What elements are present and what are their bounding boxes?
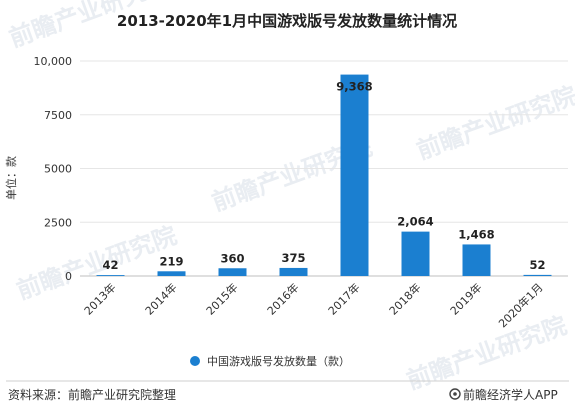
bar [340,74,369,276]
data-label: 375 [281,251,305,265]
x-tick-label: 2017年 [325,280,362,317]
watermark-group: 前瞻产业研究院 前瞻产业研究院 前瞻产业研究院 前瞻产业研究院 前瞻产业研究院 [5,0,575,395]
bars [96,74,552,276]
data-label: 2,064 [397,215,433,229]
bar [279,267,308,276]
y-tick-label: 5000 [44,163,72,176]
bar [401,231,430,276]
bar [523,274,552,276]
y-tick-label: 0 [65,270,72,283]
bar [96,275,125,276]
data-label: 1,468 [458,227,494,241]
data-label: 52 [529,258,545,272]
bar [157,271,186,276]
x-axis-ticks: 2013年 2014年 2015年 2016年 2017年 2018年 2019年 2020年… [81,280,545,330]
x-tick-label: 2019年 [447,280,484,317]
x-tick-label: 2016年 [264,280,301,317]
brand: 前瞻经济学人APP [449,387,558,402]
data-label: 9,368 [336,80,372,94]
x-tick-label: 2015年 [203,280,240,317]
watermark: 前瞻产业研究院 [403,311,570,395]
legend: 中国游戏版号发放数量（款） [190,354,350,368]
chart-title: 2013-2020年1月中国游戏版号发放数量统计情况 [117,12,457,30]
y-tick-label: 2500 [44,216,72,229]
legend-swatch [190,356,200,366]
watermark: 前瞻产业研究院 [413,81,575,165]
y-axis-ticks: 0 2500 5000 7500 10,000 [34,55,73,283]
x-tick-label: 2013年 [81,280,118,317]
y-axis-label: 单位：款 [4,156,18,200]
x-tick-label: 2018年 [386,280,423,317]
data-label: 360 [220,251,244,265]
bar [462,244,491,276]
bar [218,268,247,276]
legend-label: 中国游戏版号发放数量（款） [207,354,350,368]
y-tick-label: 7500 [44,109,72,122]
y-tick-label: 10,000 [34,55,73,68]
grid-lines [80,60,568,223]
brand-name: 前瞻经济学人APP [463,387,558,402]
source-note: 资料来源：前瞻产业研究院整理 [8,387,176,402]
value-labels: 42 219 360 375 9,368 2,064 1,468 52 [102,80,545,273]
brand-logo-icon [449,388,461,400]
x-tick-label: 2014年 [142,280,179,317]
data-label: 219 [159,254,183,268]
data-label: 42 [102,258,118,272]
